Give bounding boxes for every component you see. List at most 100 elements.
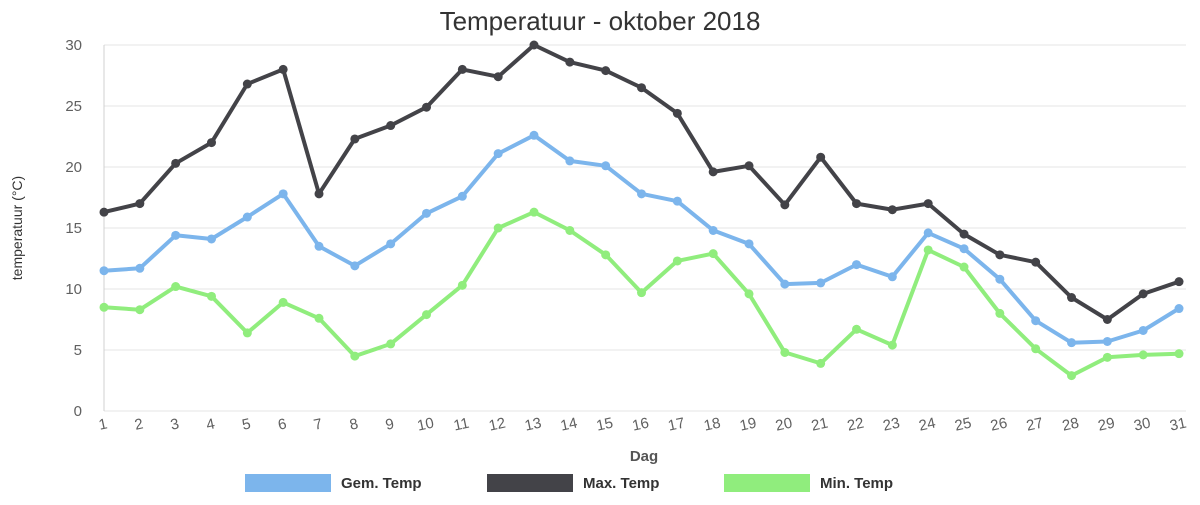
data-point[interactable] bbox=[457, 191, 467, 201]
data-point[interactable] bbox=[493, 223, 503, 233]
data-point[interactable] bbox=[171, 230, 181, 240]
data-point[interactable] bbox=[601, 161, 611, 171]
data-point[interactable] bbox=[887, 205, 897, 215]
legend[interactable]: Gem. Temp Max. Temp Min. Temp bbox=[245, 474, 893, 492]
data-point[interactable] bbox=[923, 228, 933, 238]
data-point[interactable] bbox=[887, 272, 897, 282]
data-point[interactable] bbox=[565, 57, 575, 67]
data-point[interactable] bbox=[135, 199, 145, 209]
data-point[interactable] bbox=[565, 225, 575, 235]
data-point[interactable] bbox=[457, 280, 467, 290]
data-point[interactable] bbox=[672, 108, 682, 118]
data-point[interactable] bbox=[744, 161, 754, 171]
data-point[interactable] bbox=[995, 250, 1005, 260]
data-point[interactable] bbox=[1174, 304, 1184, 314]
data-point[interactable] bbox=[493, 72, 503, 82]
data-point[interactable] bbox=[171, 282, 181, 292]
data-point[interactable] bbox=[1067, 293, 1077, 303]
data-point[interactable] bbox=[314, 241, 324, 251]
data-point[interactable] bbox=[852, 324, 862, 334]
data-point[interactable] bbox=[1067, 371, 1077, 381]
data-point[interactable] bbox=[1102, 315, 1112, 324]
data-point[interactable] bbox=[852, 199, 862, 209]
data-point[interactable] bbox=[422, 208, 432, 218]
data-point[interactable] bbox=[959, 244, 969, 254]
data-point[interactable] bbox=[708, 167, 718, 177]
data-point[interactable] bbox=[601, 250, 611, 260]
data-point[interactable] bbox=[1067, 338, 1077, 348]
data-point[interactable] bbox=[708, 225, 718, 235]
data-point[interactable] bbox=[1031, 344, 1041, 354]
data-point[interactable] bbox=[816, 152, 826, 162]
data-point[interactable] bbox=[601, 66, 611, 76]
data-point[interactable] bbox=[422, 102, 432, 112]
data-point[interactable] bbox=[242, 79, 252, 89]
x-tick-label: 16 bbox=[631, 415, 651, 435]
legend-item-2[interactable]: Min. Temp bbox=[724, 474, 893, 492]
data-point[interactable] bbox=[207, 234, 217, 244]
data-point[interactable] bbox=[995, 274, 1005, 284]
data-point[interactable] bbox=[278, 189, 288, 199]
data-point[interactable] bbox=[457, 64, 467, 74]
data-point[interactable] bbox=[99, 302, 109, 312]
data-point[interactable] bbox=[207, 291, 217, 301]
data-point[interactable] bbox=[350, 351, 360, 361]
data-point[interactable] bbox=[1174, 277, 1184, 287]
data-point[interactable] bbox=[1138, 350, 1148, 360]
data-point[interactable] bbox=[135, 263, 145, 273]
data-point[interactable] bbox=[1031, 257, 1041, 267]
data-point[interactable] bbox=[350, 134, 360, 144]
x-tick-label: 18 bbox=[702, 415, 722, 435]
data-point[interactable] bbox=[637, 83, 647, 93]
legend-item-1[interactable]: Max. Temp bbox=[487, 474, 659, 492]
data-point[interactable] bbox=[386, 339, 396, 349]
data-point[interactable] bbox=[887, 340, 897, 350]
data-point[interactable] bbox=[672, 256, 682, 266]
data-point[interactable] bbox=[207, 138, 217, 148]
data-point[interactable] bbox=[386, 239, 396, 249]
data-point[interactable] bbox=[923, 245, 933, 255]
data-point[interactable] bbox=[565, 156, 575, 166]
data-point[interactable] bbox=[171, 158, 181, 168]
data-point[interactable] bbox=[780, 279, 790, 289]
data-point[interactable] bbox=[529, 130, 539, 140]
data-point[interactable] bbox=[744, 289, 754, 299]
data-point[interactable] bbox=[493, 149, 503, 159]
legend-item-0[interactable]: Gem. Temp bbox=[245, 474, 422, 492]
data-point[interactable] bbox=[1102, 352, 1112, 362]
data-point[interactable] bbox=[1138, 325, 1148, 335]
data-point[interactable] bbox=[780, 347, 790, 357]
data-point[interactable] bbox=[995, 308, 1005, 318]
data-point[interactable] bbox=[242, 212, 252, 222]
data-point[interactable] bbox=[278, 64, 288, 74]
data-point[interactable] bbox=[242, 328, 252, 338]
data-point[interactable] bbox=[135, 305, 145, 315]
data-point[interactable] bbox=[99, 207, 109, 217]
data-point[interactable] bbox=[314, 189, 324, 199]
data-point[interactable] bbox=[637, 189, 647, 199]
data-point[interactable] bbox=[314, 313, 324, 323]
data-point[interactable] bbox=[422, 310, 432, 320]
data-point[interactable] bbox=[959, 229, 969, 239]
data-point[interactable] bbox=[529, 40, 539, 50]
data-point[interactable] bbox=[816, 358, 826, 368]
data-point[interactable] bbox=[350, 261, 360, 271]
data-point[interactable] bbox=[529, 207, 539, 217]
data-point[interactable] bbox=[852, 260, 862, 270]
data-point[interactable] bbox=[923, 199, 933, 209]
data-point[interactable] bbox=[744, 239, 754, 249]
data-point[interactable] bbox=[99, 266, 109, 276]
data-point[interactable] bbox=[1102, 336, 1112, 346]
data-point[interactable] bbox=[1031, 316, 1041, 326]
data-point[interactable] bbox=[672, 196, 682, 206]
data-point[interactable] bbox=[708, 249, 718, 259]
data-point[interactable] bbox=[386, 121, 396, 131]
data-point[interactable] bbox=[637, 288, 647, 298]
data-point[interactable] bbox=[780, 200, 790, 210]
data-point[interactable] bbox=[1138, 289, 1148, 299]
data-point[interactable] bbox=[278, 297, 288, 307]
data-point[interactable] bbox=[1174, 349, 1184, 359]
data-point[interactable] bbox=[959, 262, 969, 272]
data-point[interactable] bbox=[816, 278, 826, 288]
